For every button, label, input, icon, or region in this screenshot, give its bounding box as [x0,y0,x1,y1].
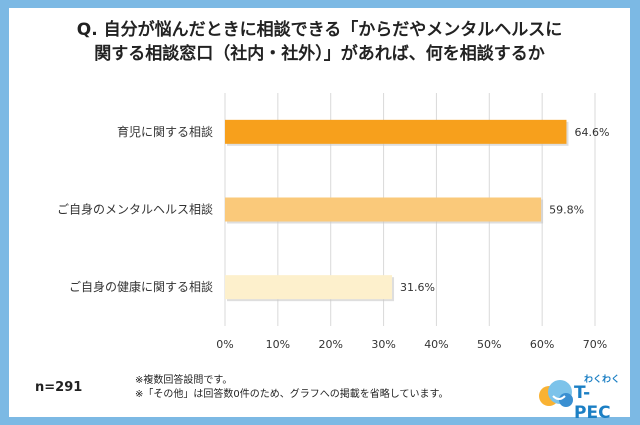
x-tick-label: 10% [266,338,290,351]
footnotes: ※複数回答設問です。 ※「その他」は回答数0件のため、グラフへの掲載を省略してい… [135,374,448,402]
x-tick-label: 60% [530,338,554,351]
x-tick-label: 70% [583,338,607,351]
smiling-cloud-icon [539,380,573,407]
x-tick-label: 30% [371,338,395,351]
value-label: 59.8% [549,204,584,217]
bar [225,197,542,222]
value-label: 64.6% [574,126,609,139]
tpec-logo: わくわく T-PEC [536,372,626,423]
footnote-1: ※複数回答設問です。 [135,375,233,386]
value-label: 31.6% [400,281,435,294]
sample-size: n=291 [35,380,83,395]
category-label: 育児に関する相談 [117,124,213,139]
category-label: ご自身の健康に関する相談 [69,279,213,294]
chart-title: Q. 自分が悩んだときに相談できる「からだやメンタルヘルスに 関する相談窓口（社… [9,18,630,66]
bar [225,119,567,144]
logo-small-text: わくわく [584,375,621,385]
x-tick-label: 40% [424,338,448,351]
bar-chart: 0% 10% 20% 30% 40% 50% 60% 70% 育児に関する相談 64.6% ご自身の… [57,93,609,351]
bar [225,275,393,300]
title-line-1: Q. 自分が悩んだときに相談できる「からだやメンタルヘルスに [76,20,563,40]
category-label: ご自身のメンタルヘルス相談 [57,202,213,217]
x-tick-label: 0% [216,338,233,351]
logo-main-text: T-PEC [574,383,611,423]
x-tick-label: 20% [318,338,342,351]
chart-card: Q. 自分が悩んだときに相談できる「からだやメンタルヘルスに 関する相談窓口（社… [9,8,630,423]
title-line-2: 関する相談窓口（社内・社外）」があれば、何を相談するか [94,44,545,64]
footnote-2: ※「その他」は回答数0件のため、グラフへの掲載を省略しています。 [135,389,449,400]
x-tick-label: 50% [477,338,501,351]
